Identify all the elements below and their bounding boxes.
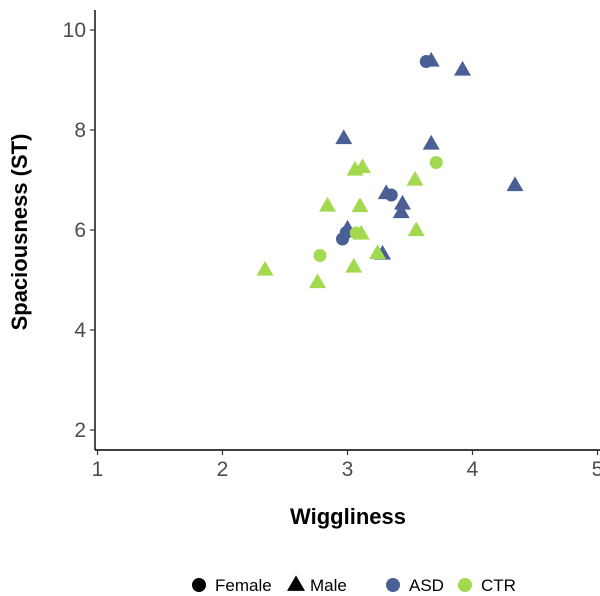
data-point-ctr-male [346,160,364,176]
x-tick-label: 1 [92,458,104,481]
data-point-ctr-male [369,244,386,260]
data-point-ctr-female [429,156,443,169]
legend-label-ctr: CTR [481,576,516,595]
legend-asd-swatch [386,578,400,592]
x-tick-label: 2 [217,458,229,481]
y-tick-label: 8 [74,119,86,142]
legend-triangle-icon [287,575,305,591]
y-tick-label: 4 [74,319,86,342]
x-tick-label: 5 [592,458,600,481]
data-point-asd-female [336,232,349,246]
data-point-ctr-female [349,226,363,240]
legend-circle-icon [192,578,206,592]
data-point-ctr-male [351,197,369,213]
data-point-ctr-male [406,170,424,186]
legend-label-male: Male [310,576,347,595]
x-axis-title: Wiggliness [290,504,406,529]
data-point-ctr-male [256,260,274,276]
data-point-ctr-male [345,257,363,273]
y-tick-label: 2 [74,419,86,442]
data-point-ctr-male [319,196,336,212]
data-point-asd-male [394,194,411,210]
legend-label-female: Female [215,576,272,595]
data-point-asd-male [422,134,440,150]
data-point-asd-male [506,176,524,192]
points-group [256,51,524,289]
legend-ctr-swatch [458,578,472,592]
y-axis-title: Spaciousness (ST) [7,134,32,331]
data-point-asd-male [392,203,410,219]
data-point-asd-male [454,60,471,76]
data-point-ctr-male [309,273,326,289]
y-tick-label: 6 [74,219,86,242]
data-point-asd-male [422,51,440,67]
legend-label-asd: ASD [409,576,444,595]
data-point-ctr-male [407,221,425,237]
data-point-asd-female [384,188,398,202]
data-point-ctr-female [313,249,327,262]
legend: Female Male ASD CTR [192,575,516,595]
x-tick-label: 4 [467,458,479,481]
data-point-asd-male [335,129,353,145]
x-tick-label: 3 [342,458,354,481]
y-tick-label: 10 [63,19,86,42]
